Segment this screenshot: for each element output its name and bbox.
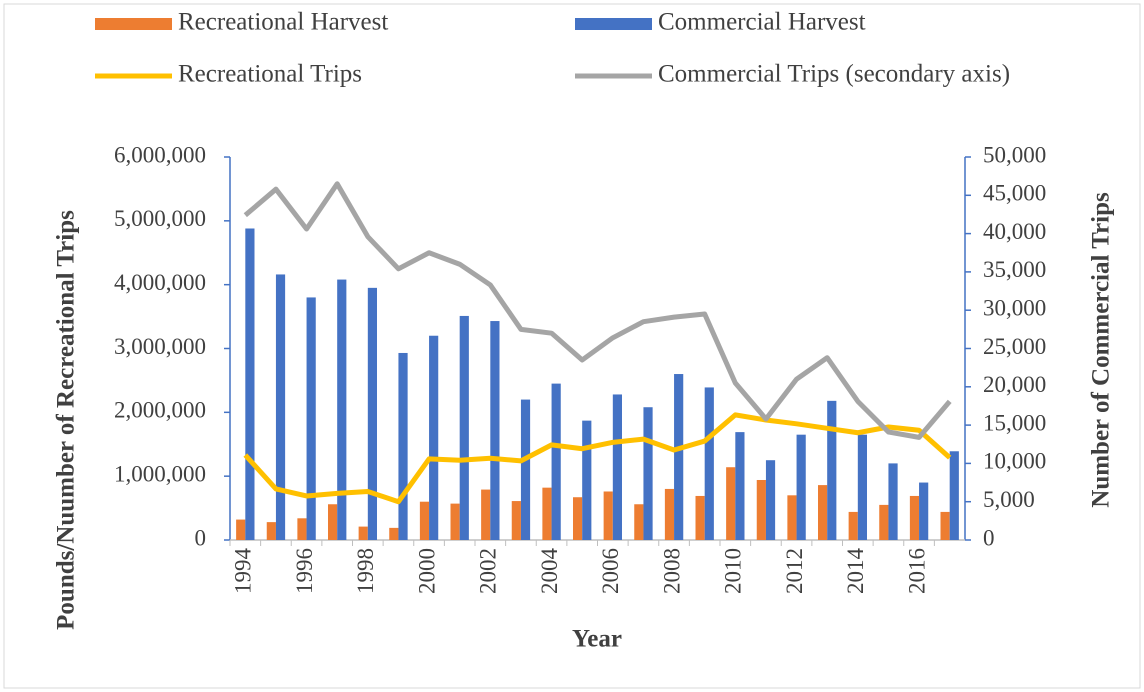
bar xyxy=(848,511,858,540)
y-tick-label: 4,000,000 xyxy=(114,270,206,295)
bar xyxy=(827,400,837,540)
y2-tick-label: 35,000 xyxy=(983,257,1046,282)
bar xyxy=(674,374,684,540)
bar xyxy=(940,511,950,540)
y-tick-label: 3,000,000 xyxy=(114,334,206,359)
y-tick-label: 2,000,000 xyxy=(114,398,206,423)
y2-axis-title: Number of Commercial Trips xyxy=(1088,192,1115,508)
bar xyxy=(726,467,736,540)
x-tick-label: 2008 xyxy=(659,548,684,594)
bar xyxy=(695,495,705,540)
bar xyxy=(306,297,316,540)
x-tick-label: 1998 xyxy=(353,548,378,594)
bar xyxy=(275,274,286,540)
chart-border xyxy=(3,3,1141,689)
bar xyxy=(429,335,439,540)
bar xyxy=(704,387,714,540)
bar xyxy=(266,522,276,540)
x-tick-label: 2012 xyxy=(782,548,807,594)
y-tick-label: 0 xyxy=(195,525,207,550)
legend-swatch xyxy=(95,18,172,30)
bar xyxy=(796,434,806,540)
y2-tick-label: 15,000 xyxy=(983,410,1046,435)
bar xyxy=(643,407,653,540)
bar xyxy=(398,352,408,540)
legend-swatch xyxy=(575,18,652,30)
x-tick-label: 2000 xyxy=(414,548,439,594)
bar xyxy=(450,503,460,540)
bar xyxy=(236,519,246,540)
bar xyxy=(419,501,430,540)
bar xyxy=(511,501,521,540)
x-axis-title: Year xyxy=(572,626,622,653)
bar xyxy=(367,287,377,540)
x-tick-label: 2002 xyxy=(476,548,501,594)
line xyxy=(243,181,952,440)
bar xyxy=(765,460,776,540)
bar xyxy=(756,479,766,540)
x-tick-label: 1994 xyxy=(231,548,256,595)
y2-tick-label: 20,000 xyxy=(983,372,1046,397)
bar xyxy=(919,482,929,540)
legend-label: Recreational Trips xyxy=(178,61,362,88)
bar xyxy=(857,434,867,540)
bar xyxy=(297,518,307,540)
legend-label: Commercial Trips (secondary axis) xyxy=(658,61,1010,88)
bar xyxy=(481,489,491,540)
bar xyxy=(612,394,622,540)
x-tick-label: 2006 xyxy=(598,548,623,594)
y2-tick-label: 0 xyxy=(983,525,995,550)
y-tick-label: 1,000,000 xyxy=(114,461,206,486)
bar xyxy=(603,491,613,540)
bar xyxy=(542,487,552,540)
bar xyxy=(735,432,745,540)
y2-tick-label: 30,000 xyxy=(983,295,1046,320)
bar xyxy=(818,485,828,540)
bar xyxy=(490,321,500,540)
y2-tick-label: 45,000 xyxy=(983,181,1046,206)
bar xyxy=(245,228,255,540)
x-tick-label: 2004 xyxy=(537,548,562,595)
bar xyxy=(459,315,469,540)
bar xyxy=(582,420,592,540)
bar xyxy=(664,488,675,540)
bar xyxy=(551,383,561,540)
bar xyxy=(888,463,898,540)
bar xyxy=(573,497,583,540)
y-tick-label: 6,000,000 xyxy=(114,142,206,167)
bar xyxy=(909,495,920,540)
y2-tick-label: 5,000 xyxy=(983,487,1035,512)
bar xyxy=(520,399,531,540)
y2-tick-label: 10,000 xyxy=(983,449,1046,474)
bar xyxy=(358,526,368,540)
x-tick-label: 2014 xyxy=(843,548,868,595)
bar xyxy=(389,527,399,540)
bar xyxy=(879,504,889,540)
bar xyxy=(787,495,797,540)
legend-label: Commercial Harvest xyxy=(658,9,866,36)
legend-label: Recreational Harvest xyxy=(178,9,388,36)
y-axis-title: Pounds/Nuumber of Recreational Trips xyxy=(53,210,80,630)
x-tick-label: 1996 xyxy=(292,548,317,594)
y-tick-label: 5,000,000 xyxy=(114,206,206,231)
x-tick-label: 2010 xyxy=(721,548,746,594)
y2-tick-label: 50,000 xyxy=(983,142,1046,167)
y2-tick-label: 25,000 xyxy=(983,334,1046,359)
bar xyxy=(328,504,338,540)
y2-tick-label: 40,000 xyxy=(983,219,1046,244)
line xyxy=(243,412,952,505)
x-tick-label: 2016 xyxy=(904,548,929,594)
bar xyxy=(634,504,644,540)
bar xyxy=(337,279,347,540)
bar xyxy=(949,451,959,540)
